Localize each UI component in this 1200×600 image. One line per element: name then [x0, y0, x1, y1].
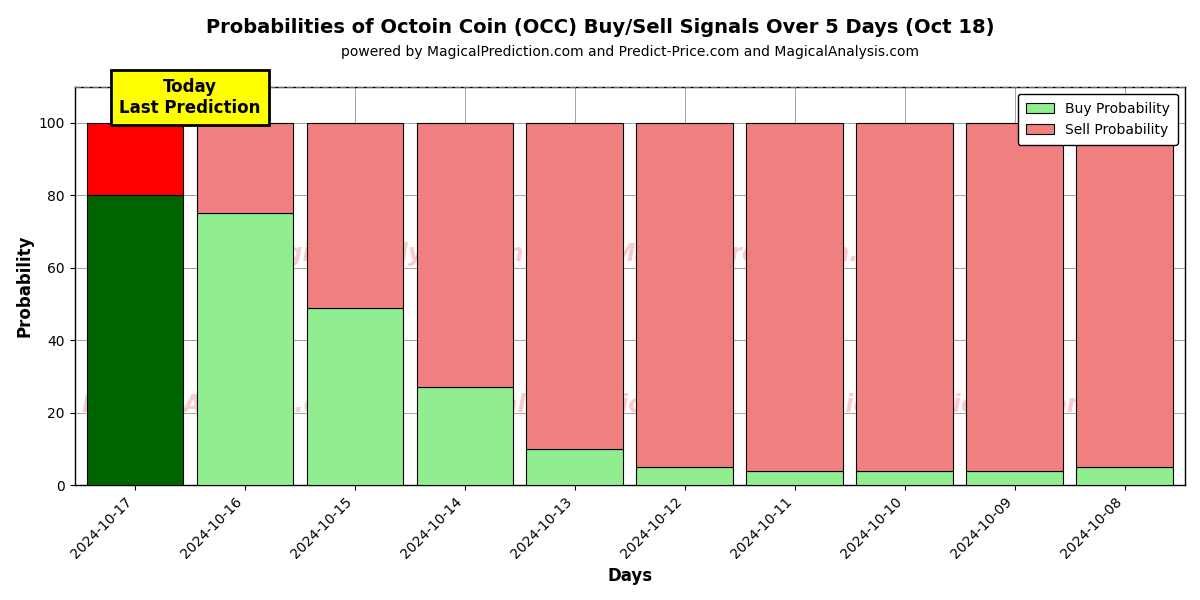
X-axis label: Days: Days	[607, 567, 653, 585]
Text: MagicalPrediction.com: MagicalPrediction.com	[790, 394, 1092, 418]
Text: MagicalAnalysis.co: MagicalAnalysis.co	[82, 394, 335, 418]
Bar	[527, 123, 623, 449]
Bar	[527, 449, 623, 485]
Text: MagicalPrediction.com: MagicalPrediction.com	[612, 242, 914, 266]
Title: powered by MagicalPrediction.com and Predict-Price.com and MagicalAnalysis.com: powered by MagicalPrediction.com and Pre…	[341, 45, 919, 59]
Bar	[636, 123, 733, 467]
Bar	[416, 388, 514, 485]
Text: MagicalPrediction.com: MagicalPrediction.com	[424, 394, 726, 418]
Bar	[636, 467, 733, 485]
Bar	[1076, 123, 1172, 467]
Bar	[857, 123, 953, 470]
Bar	[416, 123, 514, 388]
Bar	[86, 195, 184, 485]
Bar	[1076, 467, 1172, 485]
Text: Probabilities of Octoin Coin (OCC) Buy/Sell Signals Over 5 Days (Oct 18): Probabilities of Octoin Coin (OCC) Buy/S…	[205, 18, 995, 37]
Text: Today
Last Prediction: Today Last Prediction	[119, 78, 260, 117]
Text: MagicalAnalysis.com: MagicalAnalysis.com	[247, 242, 524, 266]
Bar	[746, 123, 844, 470]
Bar	[86, 123, 184, 195]
Bar	[857, 470, 953, 485]
Y-axis label: Probability: Probability	[16, 235, 34, 337]
Legend: Buy Probability, Sell Probability: Buy Probability, Sell Probability	[1018, 94, 1178, 145]
Bar	[966, 123, 1063, 470]
Bar	[307, 308, 403, 485]
Bar	[197, 123, 294, 214]
Bar	[966, 470, 1063, 485]
Bar	[197, 214, 294, 485]
Bar	[746, 470, 844, 485]
Bar	[307, 123, 403, 308]
